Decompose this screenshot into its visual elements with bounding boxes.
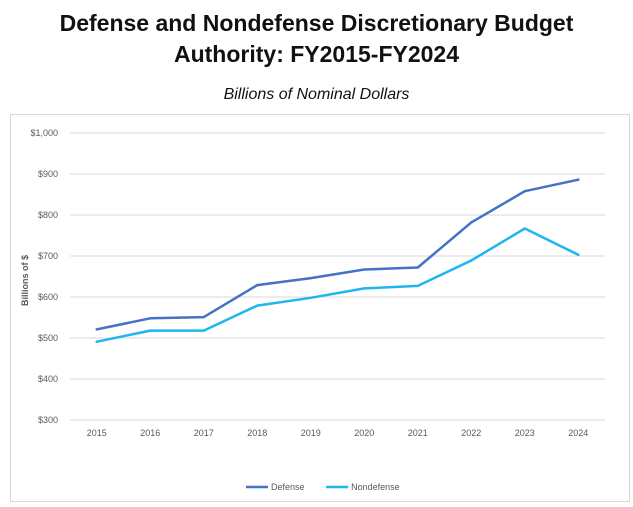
data-point-defense bbox=[202, 315, 205, 319]
data-point-nondefense bbox=[470, 259, 473, 262]
data-point-defense bbox=[363, 268, 366, 271]
data-point-defense bbox=[577, 178, 580, 181]
data-point-defense bbox=[416, 266, 419, 269]
legend-label-nondefense: Nondefense bbox=[351, 482, 400, 492]
data-point-nondefense bbox=[577, 253, 580, 256]
x-axis-ticks: 2015 2016 2017 2018 2019 2020 2021 2022 2023 2024 bbox=[87, 428, 589, 438]
x-tick-label: 2023 bbox=[515, 428, 535, 438]
data-point-defense bbox=[309, 276, 312, 280]
y-tick-label: $800 bbox=[38, 210, 58, 220]
gridlines bbox=[70, 132, 605, 421]
y-tick-label: $500 bbox=[38, 333, 58, 343]
data-point-nondefense bbox=[149, 329, 152, 332]
series-lines bbox=[95, 178, 580, 343]
data-point-defense bbox=[256, 283, 259, 287]
series-line-nondefense bbox=[95, 227, 580, 343]
data-point-defense bbox=[95, 328, 98, 331]
x-tick-label: 2022 bbox=[461, 428, 481, 438]
chart-title-line-2: Authority: FY2015-FY2024 bbox=[173, 41, 460, 67]
data-point-defense bbox=[523, 190, 526, 193]
y-tick-label: $600 bbox=[38, 292, 58, 302]
legend-label-defense: Defense bbox=[271, 482, 305, 492]
data-point-nondefense bbox=[363, 287, 366, 290]
chart-title-line-1: Defense and Nondefense Discretionary Bud… bbox=[59, 10, 574, 36]
data-point-defense bbox=[149, 317, 152, 320]
data-point-nondefense bbox=[256, 304, 259, 307]
data-point-nondefense bbox=[523, 227, 526, 230]
x-tick-label: 2020 bbox=[354, 428, 374, 438]
x-tick-label: 2024 bbox=[568, 428, 588, 438]
y-axis-ticks: $300 $400 $500 $600 $700 $800 $900 $1,000 bbox=[30, 128, 58, 425]
chart-title: Defense and Nondefense Discretionary Bud… bbox=[0, 8, 633, 70]
y-tick-label: $1,000 bbox=[30, 128, 58, 138]
y-axis-label: Billions of $ bbox=[20, 255, 30, 306]
series-line-defense bbox=[95, 178, 580, 331]
chart-area bbox=[10, 114, 630, 502]
data-point-nondefense bbox=[202, 329, 205, 332]
x-tick-label: 2019 bbox=[301, 428, 321, 438]
data-point-nondefense bbox=[309, 296, 312, 300]
x-tick-label: 2021 bbox=[408, 428, 428, 438]
x-tick-label: 2018 bbox=[247, 428, 267, 438]
y-tick-label: $300 bbox=[38, 415, 58, 425]
y-tick-label: $700 bbox=[38, 251, 58, 261]
data-point-nondefense bbox=[416, 284, 419, 288]
x-tick-label: 2016 bbox=[140, 428, 160, 438]
y-tick-label: $400 bbox=[38, 374, 58, 384]
x-tick-label: 2017 bbox=[194, 428, 214, 438]
chart-subtitle: Billions of Nominal Dollars bbox=[223, 86, 410, 103]
data-point-nondefense bbox=[95, 340, 98, 343]
legend: Defense Nondefense bbox=[246, 482, 400, 492]
x-tick-label: 2015 bbox=[87, 428, 107, 438]
y-tick-label: $900 bbox=[38, 169, 58, 179]
data-point-defense bbox=[470, 221, 473, 224]
